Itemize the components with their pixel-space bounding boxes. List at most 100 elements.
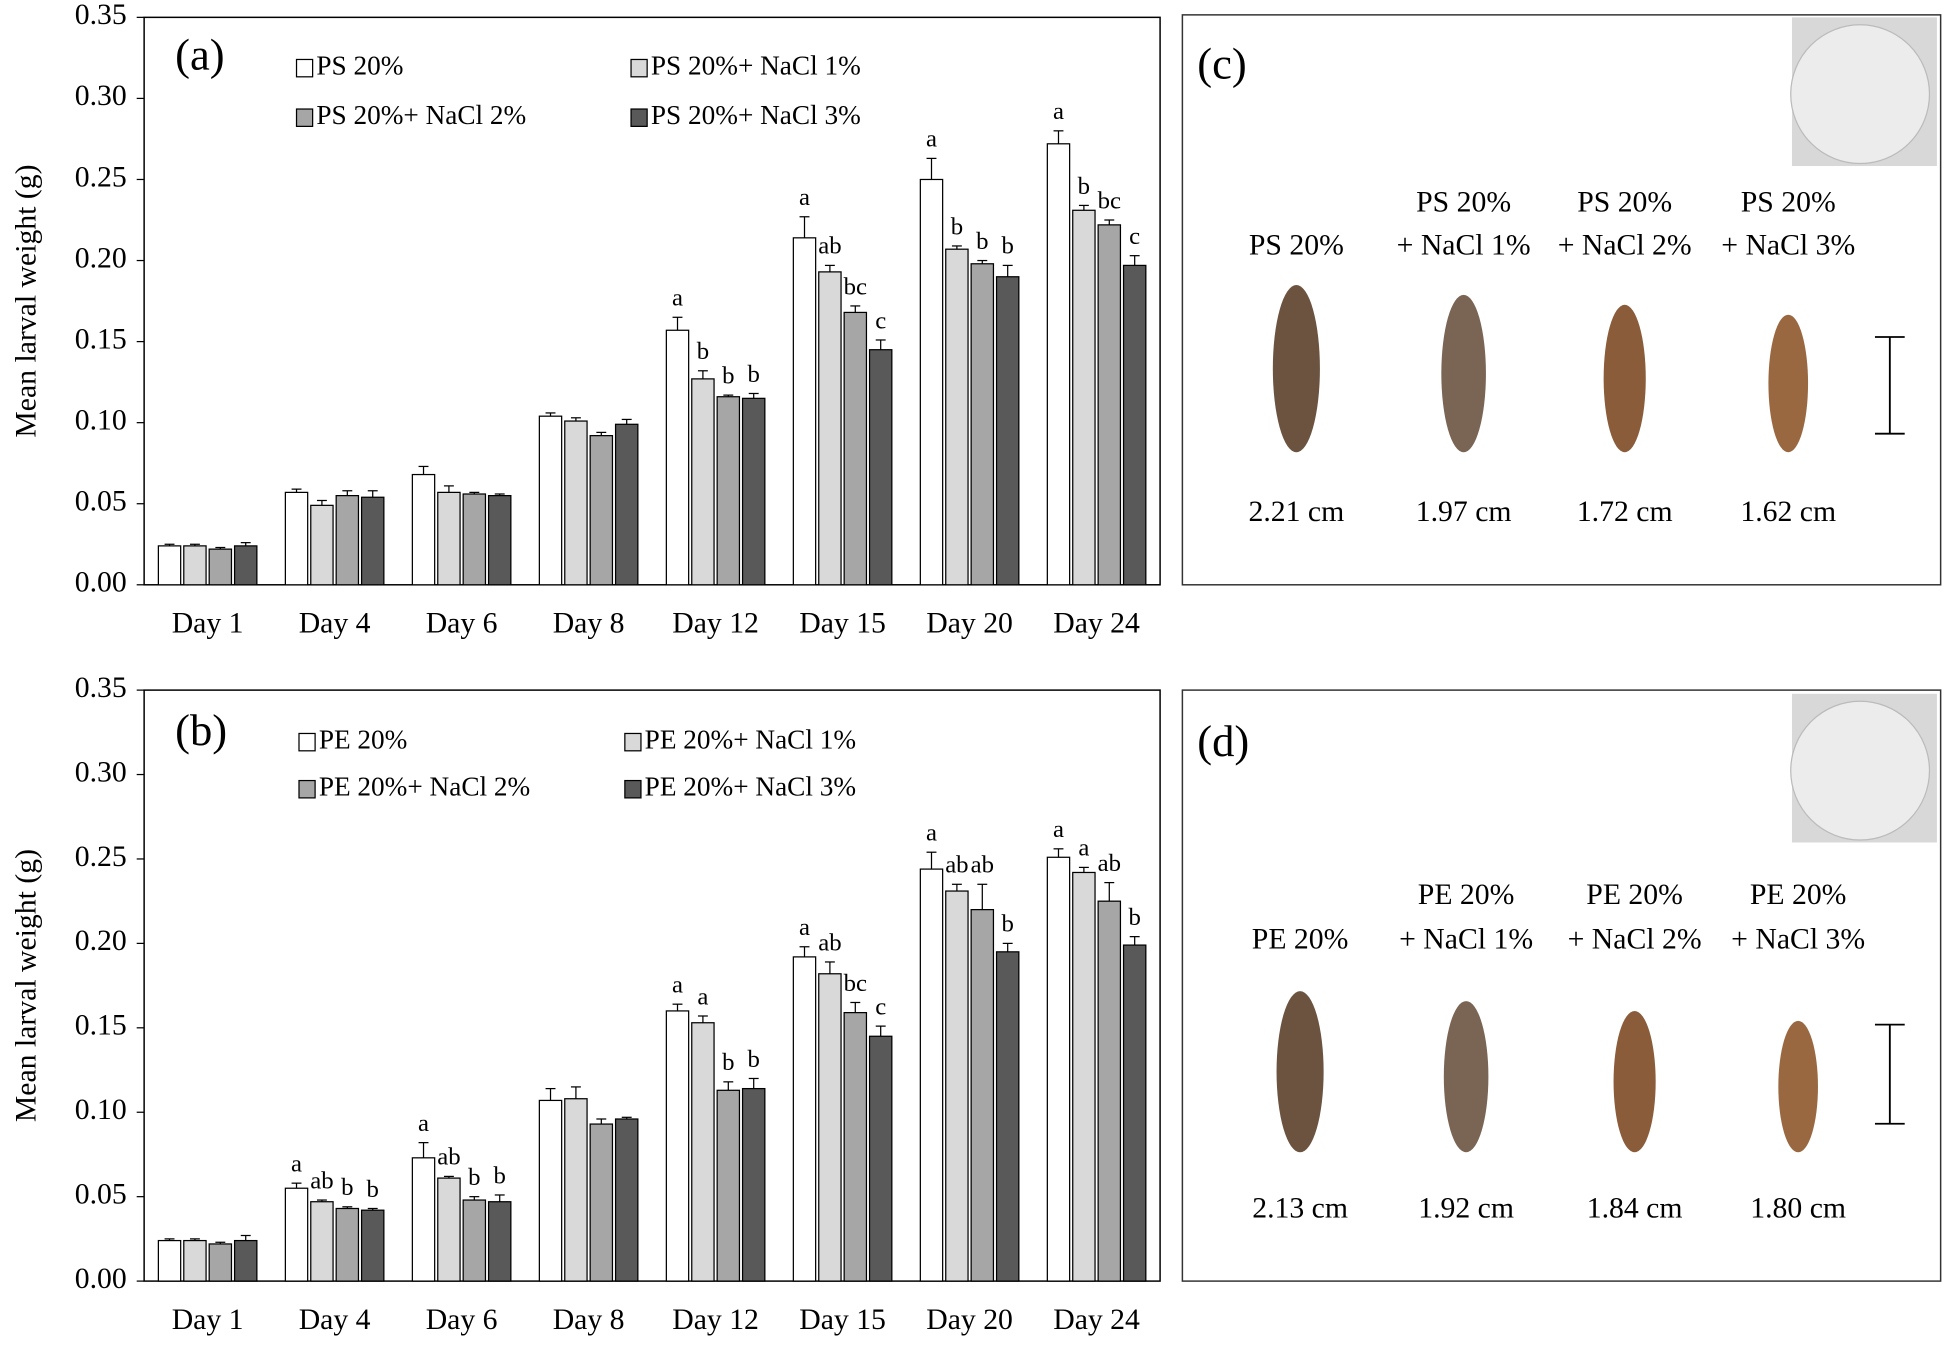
legend-label: PE 20%+ NaCl 3% xyxy=(645,771,856,801)
larva-photo xyxy=(1443,1001,1489,1153)
bar xyxy=(310,1201,334,1282)
bar xyxy=(437,491,461,586)
bar xyxy=(462,1199,487,1282)
bar xyxy=(564,420,588,586)
bar xyxy=(284,491,309,586)
larva-length: 2.13 cm xyxy=(1252,1192,1348,1224)
larva-group-name: + NaCl 2% xyxy=(1558,230,1692,262)
bar xyxy=(1072,871,1096,1282)
legend-label: PS 20%+ NaCl 2% xyxy=(316,100,526,130)
y-tick-label: 0.35 xyxy=(75,0,127,31)
significance-letter: b xyxy=(494,1162,506,1189)
bar xyxy=(792,237,817,586)
x-tick-label: Day 4 xyxy=(299,1304,371,1336)
bar xyxy=(462,493,487,586)
bar xyxy=(310,504,334,586)
x-tick-label: Day 8 xyxy=(553,1304,625,1336)
significance-letter: ab xyxy=(1098,850,1121,877)
legend-label: PE 20% xyxy=(319,724,408,754)
significance-letter: b xyxy=(341,1174,353,1201)
y-axis-label: Mean larval weight (g) xyxy=(11,849,43,1122)
panel-label: (b) xyxy=(175,705,227,755)
bar xyxy=(1097,224,1122,586)
larva-group-name: + NaCl 3% xyxy=(1731,923,1865,955)
significance-letter: b xyxy=(748,1046,760,1073)
significance-letter: b xyxy=(1078,173,1090,200)
y-tick-label: 0.00 xyxy=(75,1263,127,1295)
y-tick-label: 0.15 xyxy=(75,1010,127,1042)
bar xyxy=(945,890,969,1282)
bar xyxy=(157,545,182,586)
bar xyxy=(183,545,207,586)
bar xyxy=(716,396,741,586)
bar xyxy=(538,415,563,586)
significance-letter: b xyxy=(1001,911,1013,938)
significance-letter: ab xyxy=(818,929,841,956)
significance-letter: b xyxy=(976,228,988,255)
larva-group-name: PE 20% xyxy=(1750,879,1847,911)
larva-length: 2.21 cm xyxy=(1248,496,1344,528)
significance-letter: a xyxy=(799,914,810,941)
y-tick-label: 0.05 xyxy=(75,486,127,518)
plot-frame xyxy=(143,689,1161,1282)
bar xyxy=(487,1201,512,1282)
significance-letter: a xyxy=(1078,835,1089,862)
significance-letter: c xyxy=(875,307,886,334)
bar xyxy=(919,868,944,1282)
bar xyxy=(1046,856,1071,1282)
larva-photo xyxy=(1276,991,1324,1153)
y-tick-label: 0.05 xyxy=(75,1178,127,1210)
significance-letter: c xyxy=(1129,223,1140,250)
bar xyxy=(970,908,995,1282)
bar xyxy=(335,1207,360,1282)
larva-group-name: PS 20% xyxy=(1741,186,1836,218)
larva-length: 1.72 cm xyxy=(1577,496,1673,528)
larva-photo xyxy=(1768,314,1809,453)
panel-label: (a) xyxy=(175,30,225,80)
y-tick-label: 0.10 xyxy=(75,1094,127,1126)
panel-label: (d) xyxy=(1197,716,1249,766)
x-tick-label: Day 15 xyxy=(799,608,886,640)
significance-letter: b xyxy=(697,338,709,365)
significance-letter: b xyxy=(951,213,963,240)
bar xyxy=(868,349,893,586)
plot-frame xyxy=(143,16,1161,586)
y-axis-label: Mean larval weight (g) xyxy=(11,164,43,437)
bar xyxy=(614,423,639,586)
significance-letter: c xyxy=(875,993,886,1020)
larva-group-name: PS 20% xyxy=(1577,186,1672,218)
larva-photo xyxy=(1272,284,1320,453)
larva-group-name: PS 20% xyxy=(1416,186,1511,218)
bar xyxy=(487,495,512,586)
legend-swatch xyxy=(298,732,316,752)
bar xyxy=(995,276,1020,586)
bar xyxy=(919,178,944,586)
x-tick-label: Day 15 xyxy=(799,1304,886,1336)
significance-letter: b xyxy=(468,1164,480,1191)
significance-letter: ab xyxy=(971,852,994,879)
significance-letter: b xyxy=(748,361,760,388)
larva-length: 1.92 cm xyxy=(1418,1192,1514,1224)
legend-swatch xyxy=(295,108,314,127)
x-tick-label: Day 20 xyxy=(926,608,1013,640)
significance-letter: a xyxy=(672,285,683,312)
bar xyxy=(691,1022,715,1282)
significance-letter: a xyxy=(672,972,683,999)
significance-letter: bc xyxy=(844,970,867,997)
bar xyxy=(792,956,817,1282)
bar xyxy=(995,951,1020,1282)
significance-letter: a xyxy=(418,1110,429,1137)
x-tick-label: Day 1 xyxy=(172,608,244,640)
bar xyxy=(437,1177,461,1282)
significance-letter: ab xyxy=(437,1144,460,1171)
bar xyxy=(970,263,995,586)
legend-label: PS 20%+ NaCl 3% xyxy=(651,100,861,130)
bar xyxy=(843,311,868,586)
bar xyxy=(1122,944,1147,1282)
legend-swatch xyxy=(624,779,642,799)
bar xyxy=(614,1118,639,1282)
bar xyxy=(741,1087,766,1282)
y-tick-label: 0.25 xyxy=(75,161,127,193)
x-tick-label: Day 12 xyxy=(672,1304,759,1336)
